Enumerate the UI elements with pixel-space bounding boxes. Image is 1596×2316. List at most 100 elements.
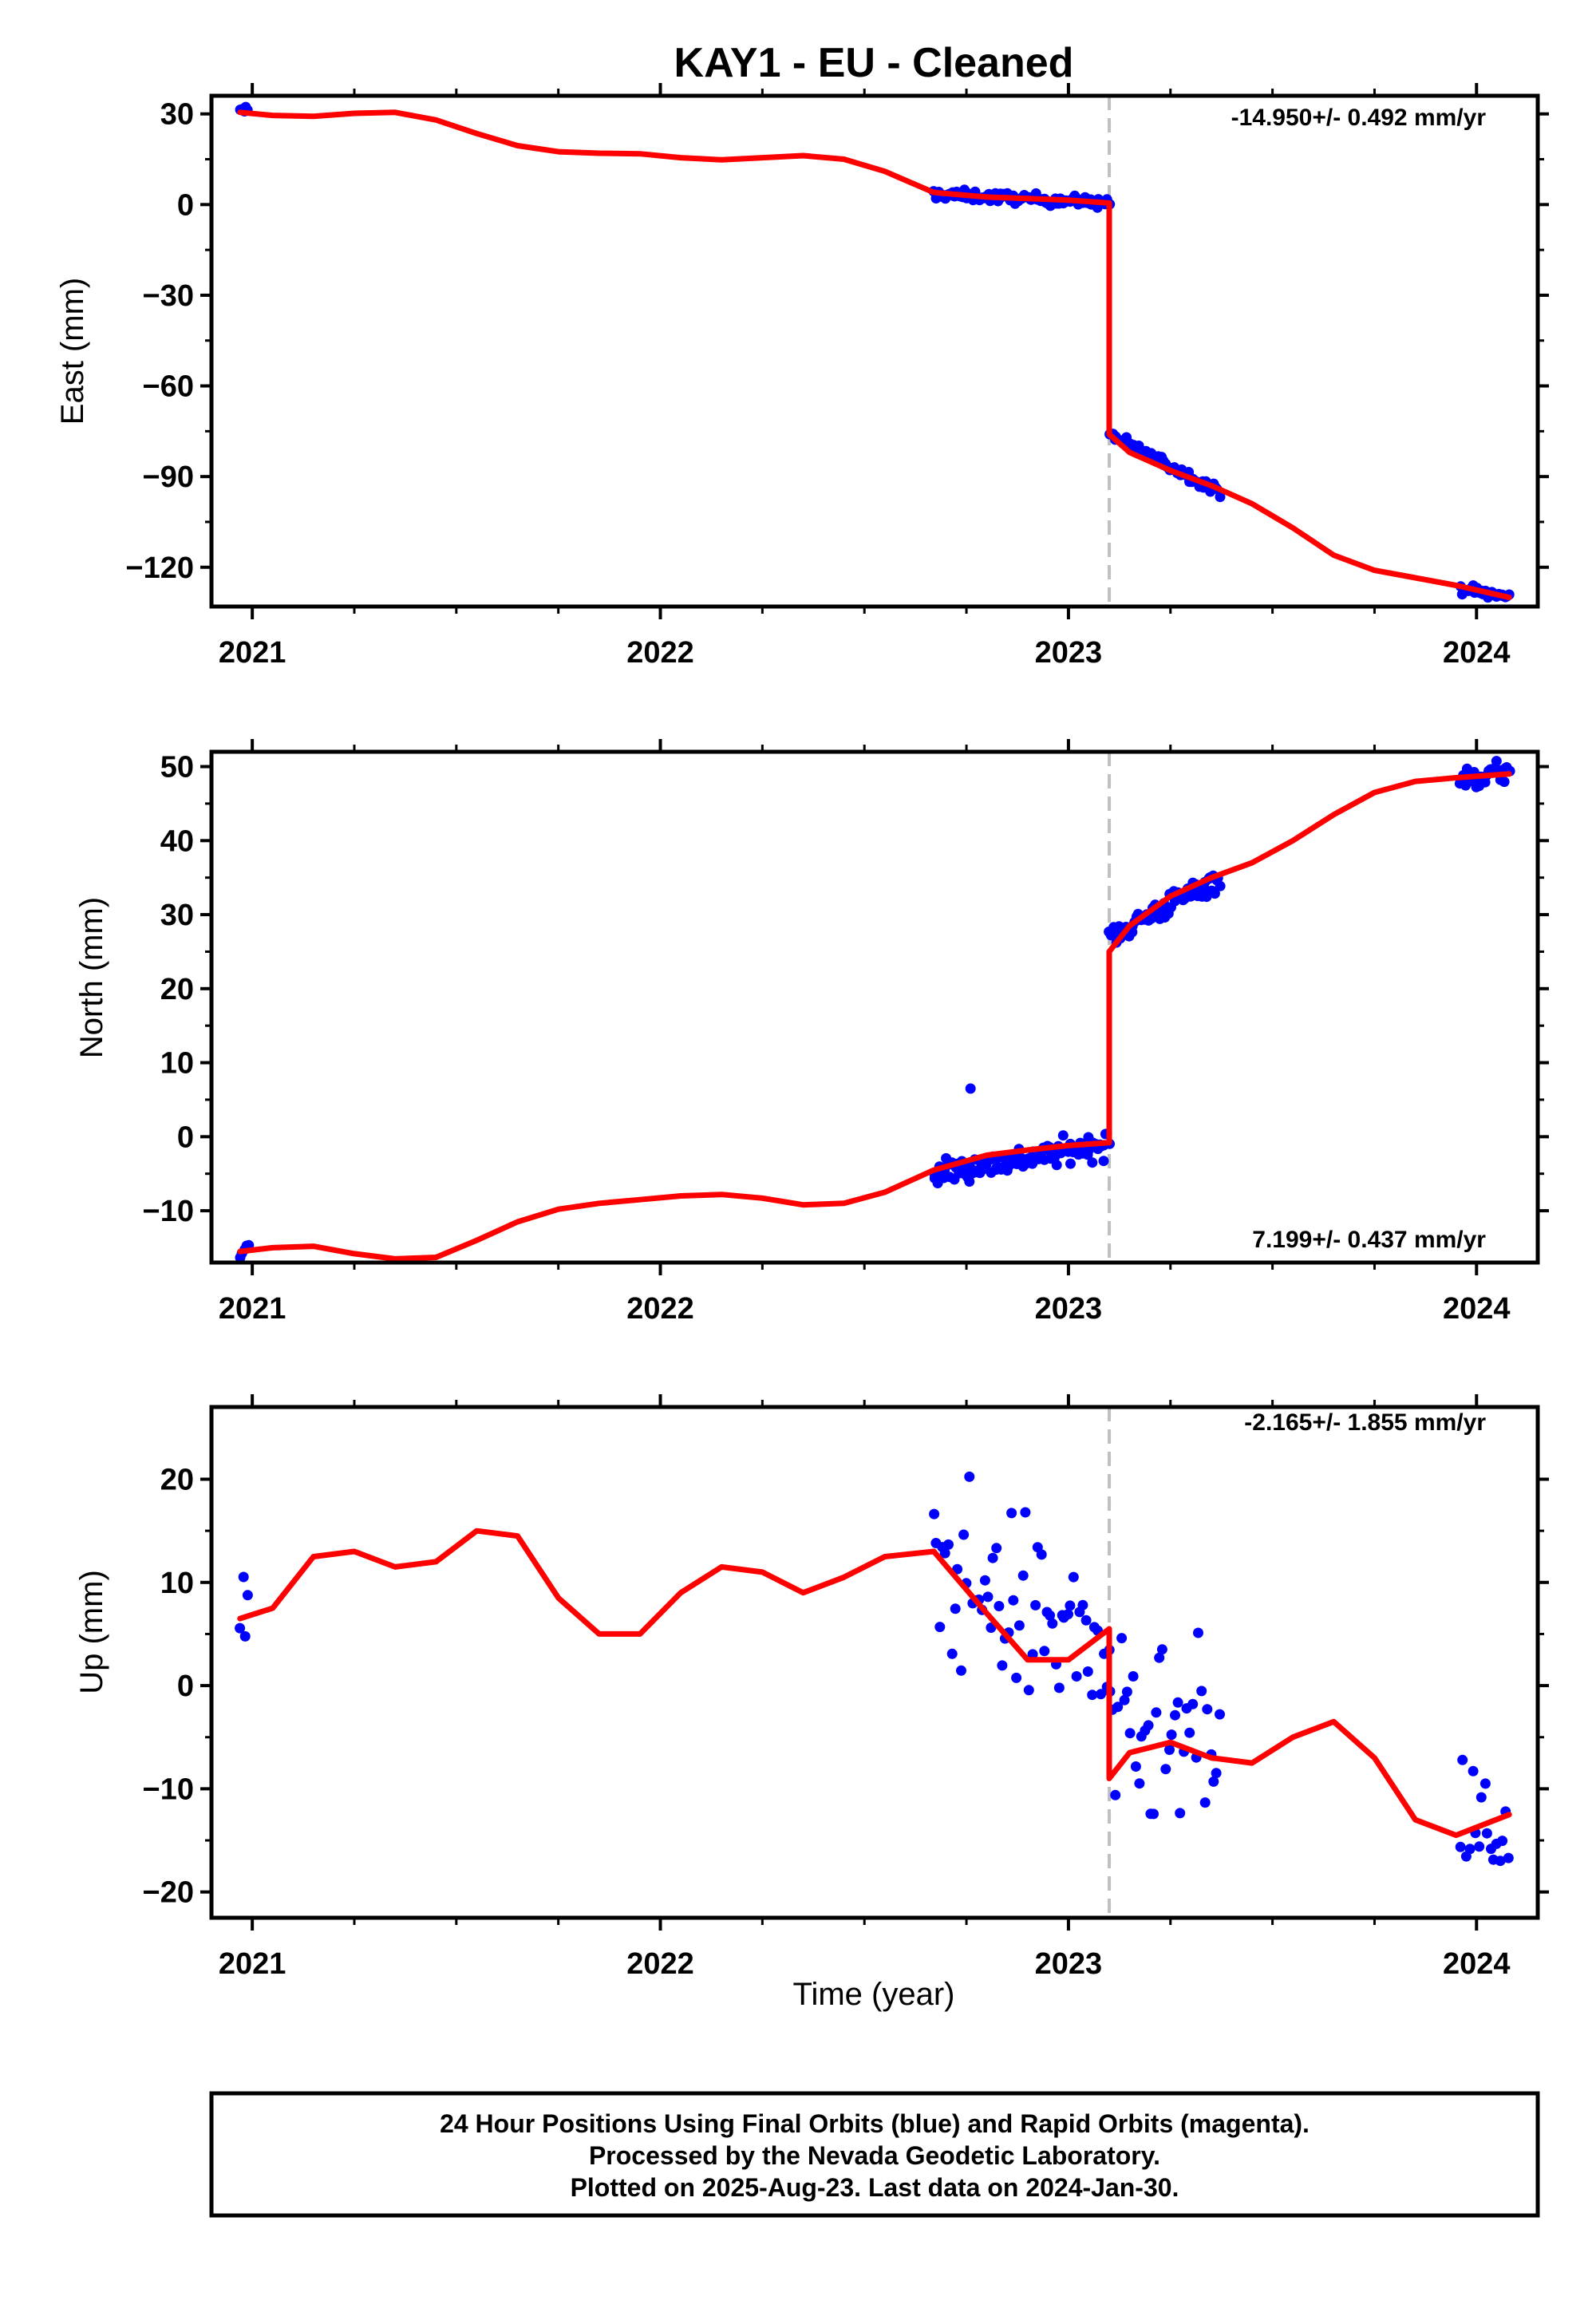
data-point xyxy=(1116,1633,1128,1644)
data-point xyxy=(239,1630,251,1642)
data-point xyxy=(1051,1160,1062,1171)
figure-title: KAY1 - EU - Cleaned xyxy=(674,40,1074,86)
y-tick-label: 30 xyxy=(160,98,194,132)
data-point xyxy=(1013,1620,1025,1631)
y-tick-label: 0 xyxy=(177,1120,194,1154)
x-tick-label: 2021 xyxy=(219,1947,286,1981)
data-point xyxy=(1215,492,1226,503)
y-tick-label: 20 xyxy=(160,1464,194,1497)
y-tick-label: 20 xyxy=(160,973,194,1006)
data-point xyxy=(1053,1682,1065,1694)
y-tick-label: 0 xyxy=(177,1670,194,1703)
x-tick-label: 2022 xyxy=(626,1947,694,1981)
data-point xyxy=(1017,1570,1029,1581)
x-tick-label: 2021 xyxy=(219,636,286,670)
data-point xyxy=(1027,1649,1038,1660)
data-point xyxy=(1112,1701,1124,1713)
x-tick-label: 2023 xyxy=(1035,1292,1103,1326)
data-point xyxy=(1175,1808,1186,1819)
data-point xyxy=(1082,1666,1093,1677)
y-tick-label: −60 xyxy=(143,370,194,404)
data-point xyxy=(1023,1685,1034,1696)
data-point xyxy=(1481,1828,1492,1839)
data-point xyxy=(1151,1707,1162,1718)
data-point xyxy=(1143,1720,1154,1731)
x-tick-label: 2022 xyxy=(626,636,694,670)
data-point xyxy=(1503,1852,1514,1863)
data-point xyxy=(1098,1156,1109,1167)
y-tick-label: −120 xyxy=(125,551,194,585)
data-point xyxy=(946,1648,958,1659)
x-tick-label: 2023 xyxy=(1035,1947,1103,1981)
plot-area xyxy=(235,1407,1514,1918)
data-point xyxy=(1065,1600,1076,1611)
y-tick-label: 0 xyxy=(177,188,194,222)
data-point xyxy=(1202,1704,1213,1715)
data-point xyxy=(1160,1764,1171,1775)
data-point xyxy=(242,1590,253,1601)
y-tick-label: 50 xyxy=(160,751,194,785)
data-point xyxy=(1039,1646,1050,1657)
data-point xyxy=(1495,1856,1506,1867)
data-point xyxy=(1164,1745,1175,1755)
data-point xyxy=(1196,1686,1207,1697)
data-point xyxy=(997,1660,1008,1671)
data-point xyxy=(979,1575,990,1586)
data-point xyxy=(1045,1610,1056,1621)
model-line xyxy=(237,109,1512,601)
plot-area xyxy=(235,752,1515,1263)
x-tick-label: 2021 xyxy=(219,1292,286,1326)
data-point xyxy=(1036,1549,1047,1560)
data-point xyxy=(1170,1709,1180,1721)
rate-label-up: -2.165+/- 1.855 mm/yr xyxy=(1244,1409,1486,1436)
footer-box: 24 Hour Positions Using Final Orbits (bl… xyxy=(209,2091,1540,2218)
data-point xyxy=(982,1591,994,1603)
data-point xyxy=(1215,880,1226,891)
data-point xyxy=(1096,1689,1106,1700)
data-point xyxy=(1211,1768,1222,1779)
x-tick-label: 2022 xyxy=(626,1292,694,1326)
data-point xyxy=(1209,888,1220,899)
data-point xyxy=(1080,1614,1092,1626)
x-tick-label: 2024 xyxy=(1443,636,1511,670)
data-point xyxy=(1011,1672,1022,1683)
data-point xyxy=(1128,1671,1139,1682)
data-point xyxy=(934,1622,946,1633)
data-point xyxy=(939,1547,950,1559)
xlabel: Time (year) xyxy=(793,1977,955,2012)
data-point xyxy=(1057,1130,1069,1141)
data-point xyxy=(1215,1709,1225,1720)
y-tick-label: −20 xyxy=(143,1876,194,1910)
data-point xyxy=(1068,1571,1079,1583)
ylabel-up: Up (mm) xyxy=(74,1570,109,1694)
model-line xyxy=(237,1528,1512,1839)
data-point xyxy=(1156,1644,1167,1655)
panel-up: Up (mm) -2.165+/- 1.855 mm/yr 20 10 0 −10 −2… xyxy=(74,1394,1549,1981)
panel-east: East (mm) -14.950+/- 0.492 mm/yr 30 0 −30 −… xyxy=(55,83,1549,670)
plot-frame xyxy=(209,749,1540,1265)
data-point xyxy=(1172,1697,1183,1708)
data-point xyxy=(1110,1789,1121,1800)
ylabel-east: East (mm) xyxy=(55,278,90,425)
data-point xyxy=(1030,1599,1041,1611)
data-point xyxy=(950,1603,961,1614)
data-point xyxy=(1208,1776,1219,1787)
data-point xyxy=(929,1508,940,1520)
footer-line1: 24 Hour Positions Using Final Orbits (bl… xyxy=(440,2109,1310,2138)
data-point xyxy=(235,1622,246,1634)
data-point xyxy=(1077,1599,1088,1611)
data-point xyxy=(964,1471,975,1482)
data-point xyxy=(1499,777,1510,788)
y-tick-label: −30 xyxy=(143,279,194,313)
data-point xyxy=(1468,1765,1479,1777)
data-point xyxy=(958,1529,970,1540)
data-point xyxy=(1166,1729,1177,1741)
data-point xyxy=(1047,1618,1058,1629)
data-point xyxy=(994,1601,1005,1611)
data-point xyxy=(1464,1844,1476,1855)
data-point xyxy=(1455,1841,1466,1852)
ylabel-north: North (mm) xyxy=(74,897,109,1058)
data-point xyxy=(1087,1690,1098,1701)
data-point xyxy=(943,1539,954,1550)
data-point xyxy=(1063,1609,1073,1620)
